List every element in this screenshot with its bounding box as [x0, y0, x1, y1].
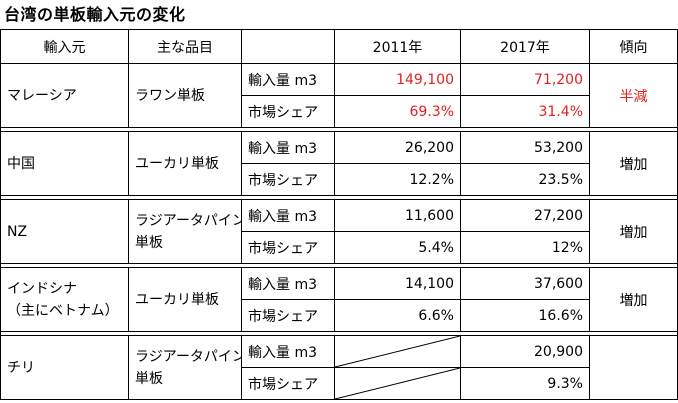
metric-volume-label: 輸入量 m3	[241, 131, 335, 164]
table-row: マレーシア ラワン単板 輸入量 m3 149,100 71,200 半減	[0, 63, 678, 128]
table-row: 市場シェア 5.4% 12%	[1, 231, 678, 264]
header-origin: 輸入元	[0, 29, 129, 64]
item-cell: ラジアータパイン 単板	[128, 199, 242, 264]
volume-2017: 53,200	[460, 131, 590, 164]
share-2011: 5.4%	[334, 231, 461, 264]
volume-2011: 11,600	[334, 199, 461, 232]
trend-cell: 増加	[589, 131, 678, 196]
metric-volume-label: 輸入量 m3	[241, 199, 335, 232]
origin-cell: マレーシア	[0, 63, 129, 128]
header-item: 主な品目	[128, 29, 242, 64]
table-row: チリ ラジアータパイン 単板 輸入量 m3 20,900	[0, 335, 678, 400]
table-header-row: 輸入元 主な品目 2011年 2017年 傾向	[0, 29, 678, 64]
share-2017: 12%	[460, 231, 590, 264]
volume-2011-empty	[334, 335, 461, 368]
volume-2017: 20,900	[460, 335, 590, 368]
origin-cell: NZ	[0, 199, 129, 264]
origin-cell: 中国	[0, 131, 129, 196]
item-cell: ユーカリ単板	[128, 267, 242, 332]
diagonal-slash-icon	[335, 368, 460, 399]
trend-cell: 増加	[589, 267, 678, 332]
table-row: 中国 ユーカリ単板 輸入量 m3 26,200 53,200 増加	[0, 131, 678, 196]
volume-2017: 37,600	[460, 267, 590, 300]
diagonal-slash-icon	[335, 336, 460, 367]
header-2011: 2011年	[334, 29, 461, 64]
share-2011: 6.6%	[334, 299, 461, 332]
share-2011-empty	[334, 367, 461, 400]
table-row: 市場シェア 69.3% 31.4%	[1, 95, 678, 128]
item-line-2: 単板	[135, 370, 163, 387]
metric-volume-label: 輸入量 m3	[241, 267, 335, 300]
metric-volume-label: 輸入量 m3	[241, 63, 335, 96]
origin-cell: チリ	[0, 335, 129, 400]
metric-share-label: 市場シェア	[241, 163, 335, 196]
volume-2017: 27,200	[460, 199, 590, 232]
metric-volume-label: 輸入量 m3	[241, 335, 335, 368]
share-2011: 69.3%	[334, 95, 461, 128]
volume-2011: 149,100	[334, 63, 461, 96]
metric-share-label: 市場シェア	[241, 95, 335, 128]
page-title: 台湾の単板輸入元の変化	[4, 5, 186, 24]
volume-2011: 26,200	[334, 131, 461, 164]
trend-cell: 増加	[589, 199, 678, 264]
metric-share-label: 市場シェア	[241, 231, 335, 264]
share-2017: 31.4%	[460, 95, 590, 128]
share-2017: 16.6%	[460, 299, 590, 332]
item-cell: ラワン単板	[128, 63, 242, 128]
share-2017: 23.5%	[460, 163, 590, 196]
share-2011: 12.2%	[334, 163, 461, 196]
table-row: NZ ラジアータパイン 単板 輸入量 m3 11,600 27,200 増加	[0, 199, 678, 264]
table-row: インドシナ （主にベトナム） ユーカリ単板 輸入量 m3 14,100 37,6…	[0, 267, 678, 332]
origin-cell: インドシナ （主にベトナム）	[0, 267, 129, 332]
origin-line-2: （主にベトナム）	[7, 302, 119, 319]
trend-cell	[589, 335, 678, 400]
header-2017: 2017年	[460, 29, 590, 64]
import-table: 輸入元 主な品目 2011年 2017年 傾向 マレーシア ラワン単板 輸入量 …	[0, 29, 678, 400]
item-cell: ラジアータパイン 単板	[128, 335, 242, 400]
share-2017: 9.3%	[460, 367, 590, 400]
item-line-1: ラジアータパイン	[135, 348, 242, 365]
metric-share-label: 市場シェア	[241, 367, 335, 400]
table-row: 市場シェア 6.6% 16.6%	[1, 299, 678, 332]
table-row: 市場シェア 9.3%	[1, 367, 678, 400]
item-line-2: 単板	[135, 234, 163, 251]
item-line-1: ラジアータパイン	[135, 212, 242, 229]
table-row: 市場シェア 12.2% 23.5%	[1, 163, 678, 196]
volume-2011: 14,100	[334, 267, 461, 300]
item-cell: ユーカリ単板	[128, 131, 242, 196]
origin-line-1: インドシナ	[7, 280, 77, 297]
metric-share-label: 市場シェア	[241, 299, 335, 332]
header-trend: 傾向	[589, 29, 678, 64]
header-metric	[241, 29, 335, 64]
trend-cell: 半減	[589, 63, 678, 128]
volume-2017: 71,200	[460, 63, 590, 96]
